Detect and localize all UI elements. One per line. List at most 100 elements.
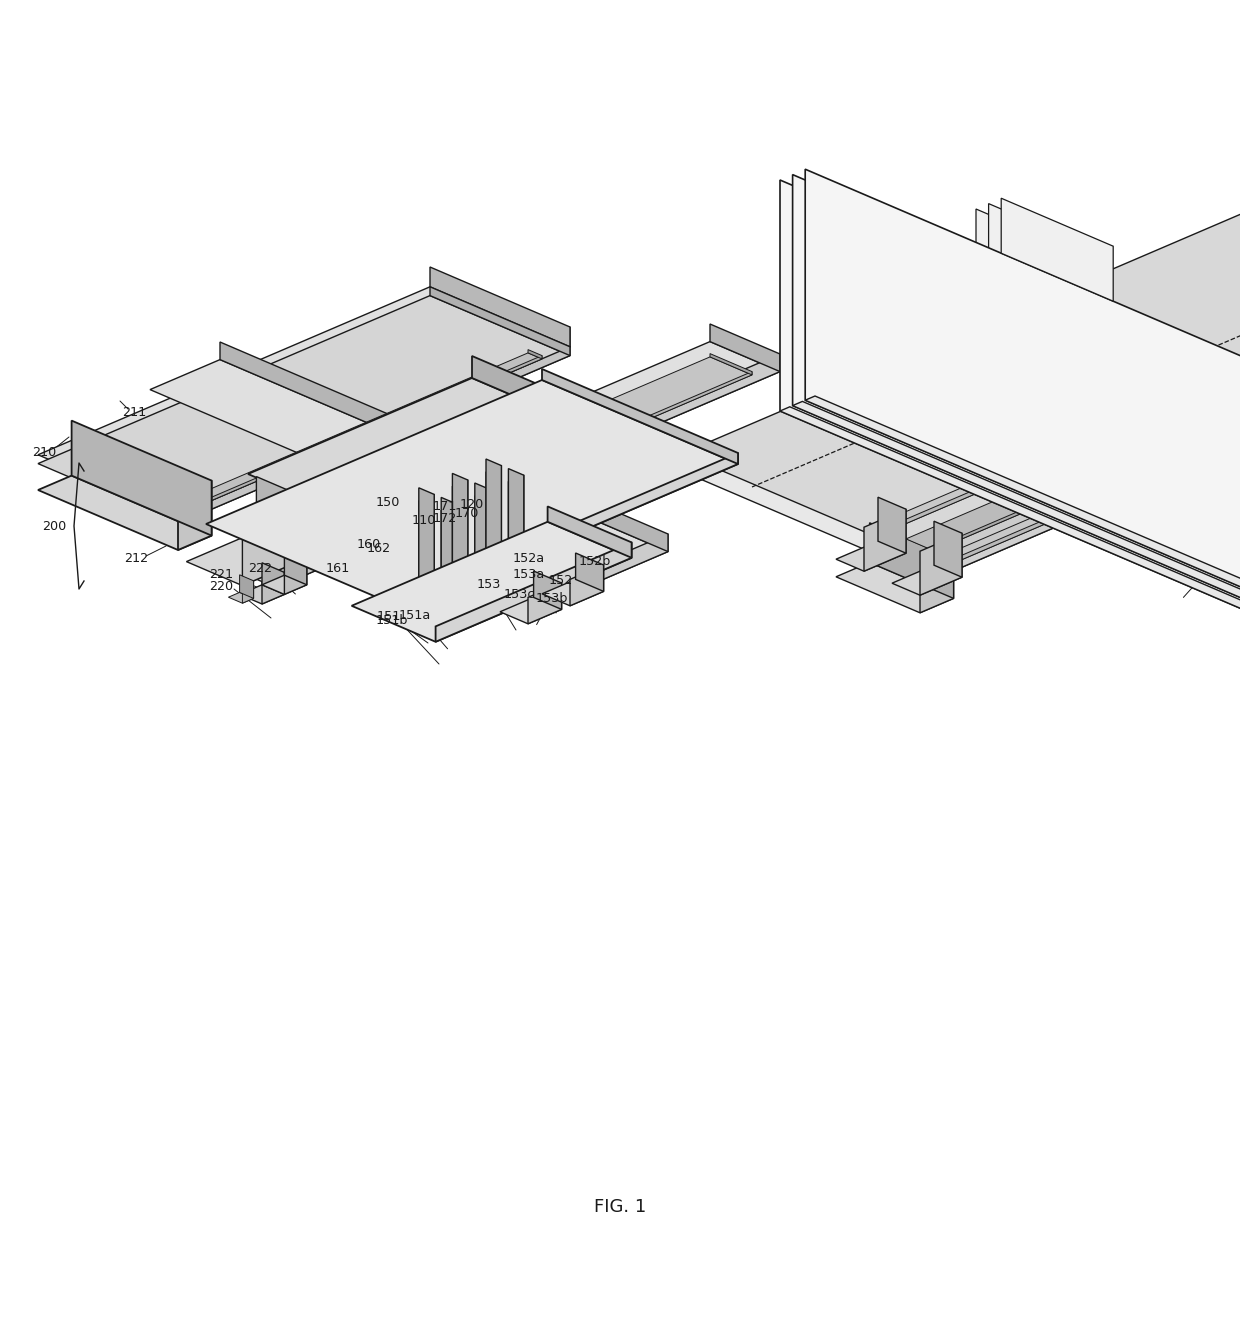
Polygon shape bbox=[352, 522, 631, 642]
Polygon shape bbox=[544, 468, 562, 475]
Text: 153b: 153b bbox=[536, 592, 568, 605]
Text: 221: 221 bbox=[210, 568, 233, 581]
Text: 153a: 153a bbox=[512, 568, 544, 581]
Polygon shape bbox=[920, 559, 954, 613]
Polygon shape bbox=[329, 563, 337, 571]
Text: 150: 150 bbox=[858, 300, 882, 313]
Text: 161: 161 bbox=[326, 561, 350, 575]
Polygon shape bbox=[312, 504, 439, 557]
Polygon shape bbox=[419, 495, 434, 600]
Polygon shape bbox=[262, 575, 306, 594]
Polygon shape bbox=[792, 401, 1240, 609]
Polygon shape bbox=[453, 480, 467, 585]
Polygon shape bbox=[419, 488, 434, 593]
Polygon shape bbox=[934, 326, 1240, 579]
Text: 170: 170 bbox=[454, 507, 479, 520]
Polygon shape bbox=[461, 491, 486, 520]
Polygon shape bbox=[179, 326, 570, 515]
Text: 162: 162 bbox=[367, 541, 391, 555]
Polygon shape bbox=[321, 564, 337, 571]
Polygon shape bbox=[239, 575, 254, 598]
Polygon shape bbox=[164, 353, 542, 515]
Polygon shape bbox=[682, 214, 1240, 561]
Text: 110: 110 bbox=[858, 356, 882, 369]
Polygon shape bbox=[711, 353, 751, 376]
Text: 220: 220 bbox=[208, 580, 233, 592]
Polygon shape bbox=[542, 580, 604, 606]
Polygon shape bbox=[711, 324, 780, 372]
Polygon shape bbox=[228, 592, 254, 604]
Text: 171: 171 bbox=[433, 500, 456, 514]
Polygon shape bbox=[475, 483, 490, 589]
Polygon shape bbox=[368, 541, 393, 571]
Text: FIG. 1: FIG. 1 bbox=[594, 1198, 646, 1216]
Polygon shape bbox=[461, 503, 486, 531]
Text: 150: 150 bbox=[376, 496, 401, 510]
Polygon shape bbox=[471, 557, 501, 571]
Polygon shape bbox=[404, 458, 544, 518]
Text: 120: 120 bbox=[460, 498, 484, 511]
Text: 152: 152 bbox=[549, 573, 573, 587]
Polygon shape bbox=[415, 429, 640, 545]
Polygon shape bbox=[257, 476, 312, 556]
Polygon shape bbox=[494, 568, 523, 581]
Polygon shape bbox=[553, 467, 562, 475]
Polygon shape bbox=[892, 565, 962, 596]
Polygon shape bbox=[805, 170, 1240, 604]
Polygon shape bbox=[553, 463, 562, 471]
Polygon shape bbox=[836, 541, 906, 571]
Polygon shape bbox=[920, 533, 962, 596]
Polygon shape bbox=[934, 361, 1240, 551]
Polygon shape bbox=[248, 378, 640, 545]
Polygon shape bbox=[598, 533, 668, 581]
Polygon shape bbox=[433, 516, 450, 523]
Polygon shape bbox=[277, 372, 751, 579]
Polygon shape bbox=[682, 231, 1240, 579]
Polygon shape bbox=[277, 354, 780, 588]
Polygon shape bbox=[179, 346, 570, 524]
Polygon shape bbox=[329, 560, 337, 568]
Polygon shape bbox=[435, 510, 486, 531]
Text: 153c: 153c bbox=[503, 588, 534, 601]
Text: 100: 100 bbox=[905, 299, 929, 312]
Text: 222: 222 bbox=[248, 561, 273, 575]
Polygon shape bbox=[864, 313, 1240, 536]
Polygon shape bbox=[491, 490, 517, 518]
Polygon shape bbox=[461, 449, 544, 518]
Polygon shape bbox=[792, 175, 1240, 609]
Polygon shape bbox=[343, 549, 393, 571]
Text: 212: 212 bbox=[124, 552, 148, 565]
Text: 200: 200 bbox=[42, 519, 66, 532]
Polygon shape bbox=[934, 344, 1240, 565]
Polygon shape bbox=[486, 466, 501, 571]
Polygon shape bbox=[489, 425, 544, 482]
Polygon shape bbox=[491, 479, 517, 507]
Polygon shape bbox=[508, 475, 523, 581]
Polygon shape bbox=[575, 553, 604, 592]
Text: 151b: 151b bbox=[376, 614, 408, 628]
Polygon shape bbox=[402, 453, 738, 608]
Text: 211: 211 bbox=[122, 406, 146, 419]
Polygon shape bbox=[805, 395, 1240, 604]
Polygon shape bbox=[399, 528, 424, 557]
Polygon shape bbox=[869, 523, 954, 598]
Polygon shape bbox=[206, 380, 738, 608]
Polygon shape bbox=[219, 342, 668, 552]
Text: 151: 151 bbox=[377, 610, 402, 624]
Text: 170: 170 bbox=[858, 242, 882, 253]
Polygon shape bbox=[486, 459, 501, 564]
Polygon shape bbox=[976, 208, 1087, 312]
Polygon shape bbox=[934, 300, 1240, 561]
Polygon shape bbox=[988, 203, 1101, 307]
Polygon shape bbox=[386, 539, 393, 547]
Polygon shape bbox=[284, 563, 306, 594]
Polygon shape bbox=[489, 492, 506, 499]
Polygon shape bbox=[242, 500, 312, 585]
Polygon shape bbox=[374, 536, 424, 557]
Polygon shape bbox=[500, 597, 562, 624]
Polygon shape bbox=[533, 571, 562, 609]
Polygon shape bbox=[436, 572, 467, 585]
Polygon shape bbox=[441, 498, 456, 602]
Polygon shape bbox=[780, 407, 1240, 614]
Polygon shape bbox=[399, 518, 424, 547]
